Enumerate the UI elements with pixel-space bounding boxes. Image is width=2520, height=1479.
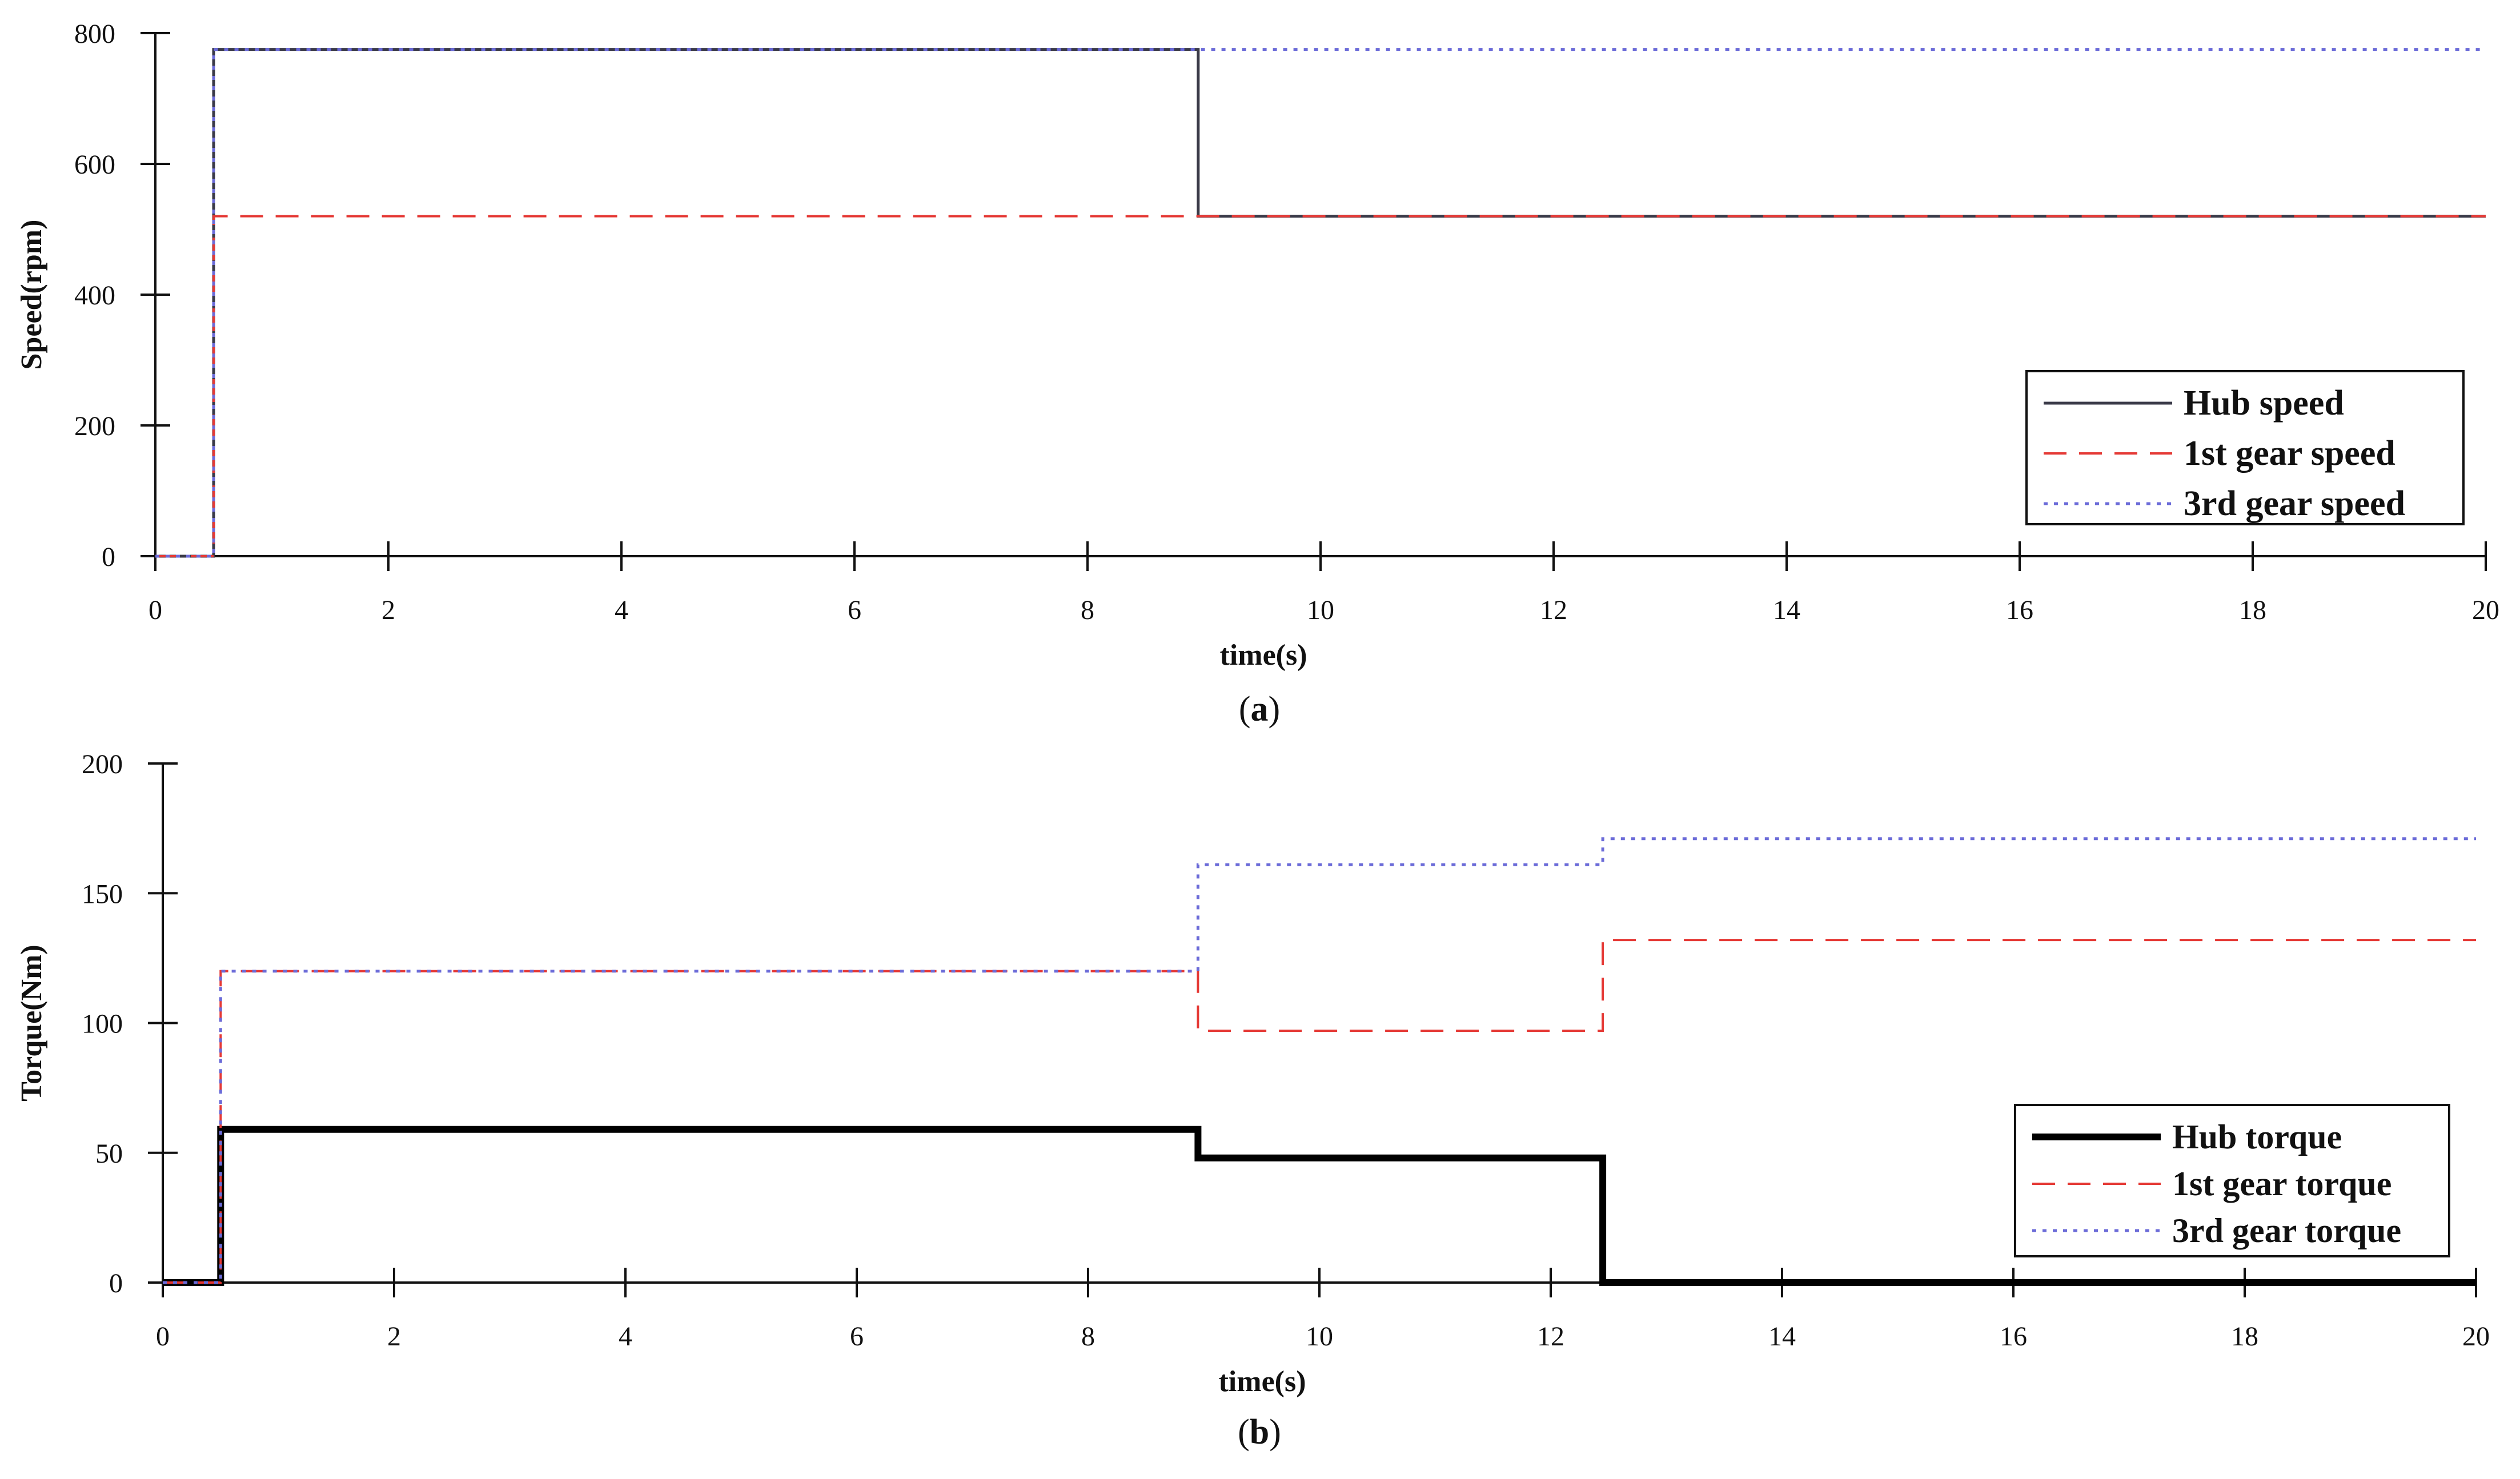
speed-chart: 0 2 4 6 8 10 12 14 16 18 200200400600800time(s)Spe… [15,19,2499,729]
x-tick-label: 20 [2472,595,2499,625]
legend: Hub torque 1st gear torque 3rd gear torque [2014,1104,2450,1257]
y-tick-label: 200 [74,411,115,441]
torque-chart: 0 2 4 6 8 10 12 14 16 18 20050100150200time(s)Torq… [15,749,2490,1452]
x-axis-title: time(s) [1219,639,1307,672]
x-tick-label: 20 [2462,1321,2490,1352]
y-tick-label: 400 [74,280,115,311]
x-tick-label: 0 [149,595,162,625]
x-tick-label: 6 [848,595,861,625]
y-tick-label: 0 [102,542,115,572]
legend: Hub speed 1st gear speed 3rd gear speed [2025,370,2465,525]
x-tick-label: 12 [1537,1321,1564,1352]
legend-label: 3rd gear speed [2184,484,2405,523]
caption-close-paren: ) [1269,690,1281,729]
x-tick-label: 8 [1081,595,1094,625]
series-line-2 [163,939,2476,1284]
x-tick-label: 18 [2231,1321,2258,1352]
legend-label: Hub speed [2184,384,2344,423]
caption-open-paren: ( [1239,690,1251,729]
y-tick-label: 100 [82,1009,123,1039]
x-tick-label: 18 [2239,595,2266,625]
y-axis-title: Torque(Nm) [15,945,48,1101]
x-axis-title: time(s) [1218,1365,1306,1398]
figure-caption: (a) [1239,690,1280,729]
x-tick-label: 10 [1307,595,1334,625]
caption-close-paren: ) [1269,1413,1281,1452]
x-tick-label: 6 [850,1321,864,1352]
figure-caption: (b) [1238,1413,1281,1452]
legend-label: 3rd gear torque [2172,1212,2401,1249]
caption-letter: b [1250,1413,1269,1452]
x-tick-label: 2 [382,595,395,625]
y-tick-label: 50 [95,1139,123,1169]
caption-open-paren: ( [1238,1413,1250,1452]
x-tick-label: 14 [1773,595,1800,625]
legend-label: 1st gear torque [2172,1165,2391,1203]
y-axis-title: Speed(rpm) [15,220,48,370]
x-tick-label: 14 [1768,1321,1796,1352]
x-tick-label: 10 [1306,1321,1333,1352]
series-line-3 [155,48,2486,558]
y-tick-label: 800 [74,19,115,49]
y-tick-label: 600 [74,150,115,180]
y-tick-label: 150 [82,879,123,909]
x-tick-label: 2 [387,1321,401,1352]
legend-label: 1st gear speed [2184,434,2395,473]
x-tick-label: 4 [615,595,628,625]
x-tick-label: 4 [619,1321,632,1352]
caption-letter: a [1251,690,1269,729]
legend-box [2025,370,2465,525]
x-tick-label: 16 [2000,1321,2027,1352]
x-tick-label: 0 [156,1321,170,1352]
x-tick-label: 16 [2006,595,2033,625]
x-tick-label: 12 [1540,595,1567,625]
y-tick-label: 0 [109,1268,123,1299]
x-tick-label: 8 [1081,1321,1095,1352]
series-line-3 [163,837,2476,1284]
y-tick-label: 200 [82,749,123,779]
legend-label: Hub torque [2172,1118,2342,1156]
